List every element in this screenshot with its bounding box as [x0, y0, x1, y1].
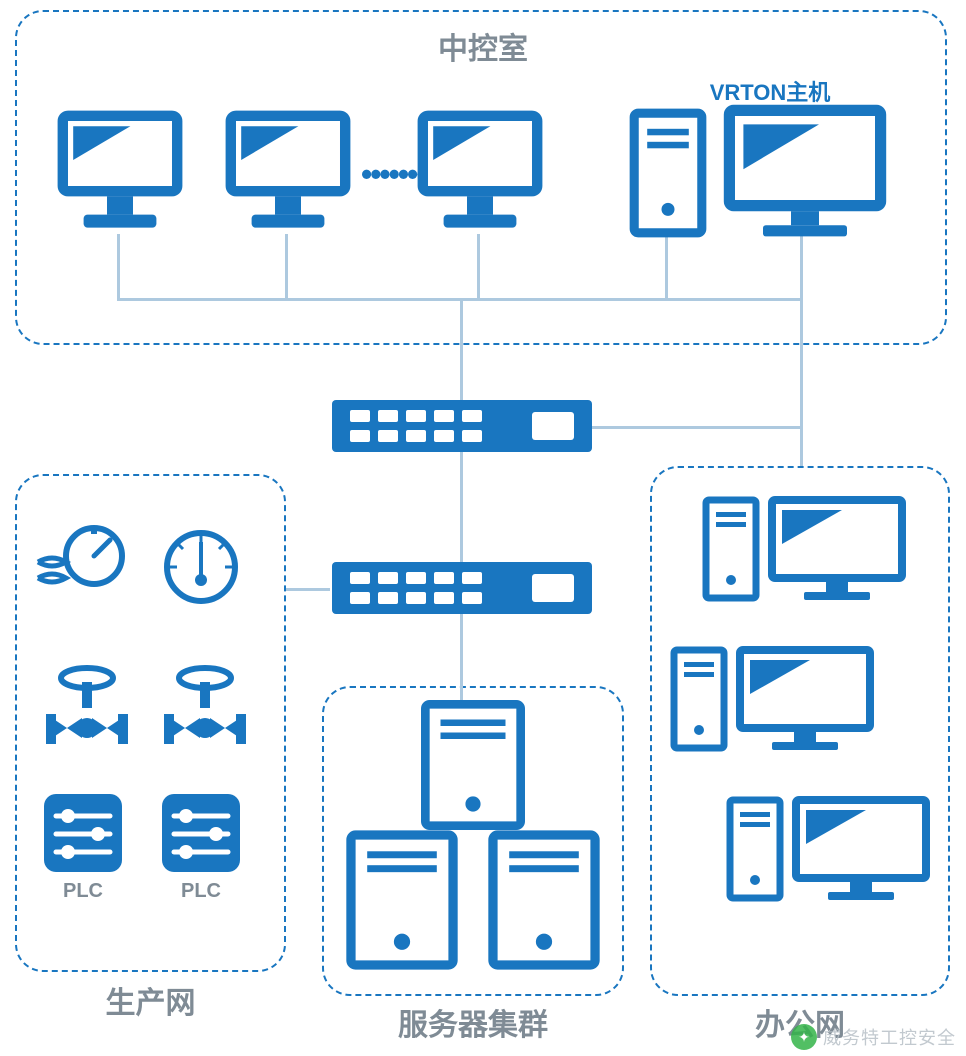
plc-label-2: PLC: [160, 880, 242, 903]
server-icon: [418, 700, 528, 830]
monitor-icon: [720, 102, 890, 242]
office-pc-icon: [724, 792, 934, 912]
plc-label-1: PLC: [42, 880, 124, 903]
conn: [285, 234, 288, 298]
conn: [800, 298, 803, 466]
monitor-icon: [55, 108, 185, 238]
office-pc-icon: [700, 492, 910, 612]
pc-tower-icon: [628, 108, 708, 238]
office-pc-icon: [668, 642, 878, 762]
switch-icon: [332, 562, 592, 614]
plc-icon: [160, 792, 242, 874]
conn: [117, 234, 120, 298]
zone-control-room-title: 中控室: [0, 24, 966, 68]
conn: [800, 234, 803, 298]
switch-icon: [332, 400, 592, 452]
conn: [460, 298, 463, 402]
wechat-icon: ✦: [791, 1024, 817, 1050]
zone-production-title: 生产网: [15, 978, 286, 1022]
pressure-gauge-icon: [156, 522, 246, 612]
server-icon: [486, 830, 602, 970]
conn: [477, 234, 480, 298]
monitor-icon: [415, 108, 545, 238]
valve-icon: [160, 660, 250, 760]
valve-icon: [42, 660, 132, 760]
watermark: ✦ 威务特工控安全: [791, 1024, 956, 1050]
plc-icon: [42, 792, 124, 874]
conn: [460, 450, 463, 564]
monitor-icon: [223, 108, 353, 238]
conn: [590, 426, 803, 429]
watermark-text: 威务特工控安全: [823, 1024, 956, 1050]
conn: [460, 612, 463, 704]
server-icon: [344, 830, 460, 970]
conn: [665, 234, 668, 298]
flow-gauge-icon: [32, 520, 132, 610]
network-diagram: 中控室 生产网 服务器集群 办公网 ••••••• VRTON主机: [0, 0, 966, 1056]
zone-server-farm-title: 服务器集群: [322, 1000, 624, 1044]
conn: [286, 588, 330, 591]
